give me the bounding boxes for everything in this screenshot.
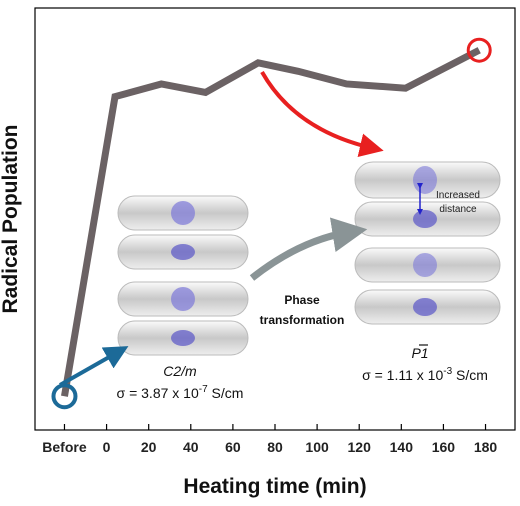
x-tick-label: 0 bbox=[103, 439, 111, 455]
arrow bbox=[59, 346, 129, 387]
annotation: Increased bbox=[436, 190, 480, 201]
stack-right bbox=[354, 161, 501, 325]
x-tick-label: Before bbox=[42, 439, 87, 455]
annotation: σ = 1.11 x 10-3 S/cm bbox=[362, 366, 488, 383]
arrow bbox=[260, 71, 384, 157]
x-tick-label: 80 bbox=[267, 439, 283, 455]
x-tick-label: 60 bbox=[225, 439, 241, 455]
x-tick-label: 120 bbox=[348, 439, 372, 455]
y-axis-label: Radical Population bbox=[0, 124, 22, 313]
annotation: Phase bbox=[284, 293, 320, 307]
data-line bbox=[61, 47, 481, 397]
annotation: C2/m bbox=[163, 363, 197, 379]
x-tick-label: 160 bbox=[432, 439, 456, 455]
annotation: σ = 3.87 x 10-7 S/cm bbox=[117, 384, 244, 401]
x-tick-label: 140 bbox=[390, 439, 414, 455]
annotation: transformation bbox=[260, 313, 345, 327]
stack-left bbox=[117, 195, 249, 356]
highlight-circle bbox=[51, 383, 78, 410]
x-tick-label: 20 bbox=[141, 439, 157, 455]
annotation: P1 bbox=[411, 345, 428, 361]
molecule-stacks bbox=[117, 161, 501, 356]
annotation: distance bbox=[439, 204, 477, 215]
arrow bbox=[249, 217, 368, 281]
x-tick-label: 40 bbox=[183, 439, 199, 455]
highlight-circle bbox=[466, 37, 492, 63]
x-tick-label: 100 bbox=[305, 439, 329, 455]
x-axis-label: Heating time (min) bbox=[183, 475, 366, 498]
x-tick-label: 180 bbox=[474, 439, 498, 455]
